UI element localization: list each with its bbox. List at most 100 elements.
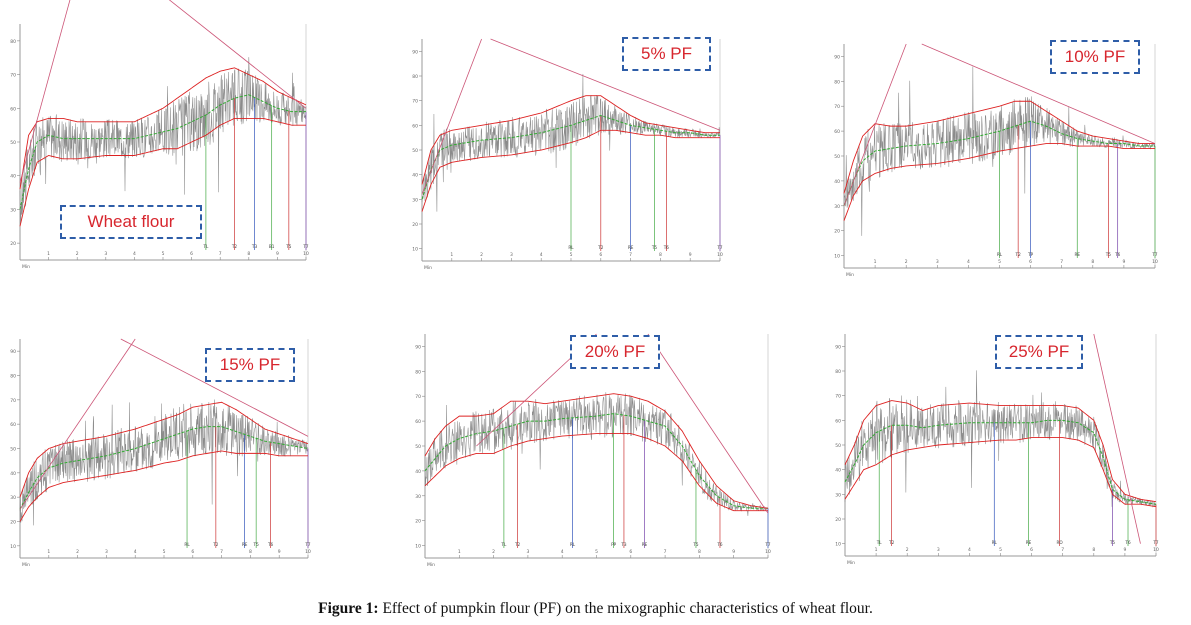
x-tick-label: 9	[278, 549, 281, 555]
time-mark-label: T5	[253, 542, 260, 547]
y-tick-label: 80	[415, 369, 421, 375]
y-tick-label: 90	[412, 49, 418, 55]
time-mark-label: T5	[1109, 540, 1116, 545]
x-tick-label: 5	[999, 547, 1002, 553]
slope-line	[19, 338, 136, 510]
y-tick-label: 10	[835, 542, 841, 548]
time-mark-label: T7	[302, 244, 309, 249]
y-tick-label: 70	[412, 99, 418, 105]
time-mark-label: T5	[651, 245, 658, 250]
y-tick-label: 10	[412, 247, 418, 253]
slope-line	[19, 0, 71, 183]
y-tick-label: 20	[835, 517, 841, 523]
raw-trace	[19, 399, 309, 526]
chart-panel-3: 10 20 30 40 50 60 70 80 90 1 2 3 4 5 6 7 8 9 10 Min RL T2 TP RE…	[832, 40, 1158, 290]
y-tick-label: 10	[834, 254, 840, 260]
x-tick-label: 6	[1030, 547, 1033, 553]
x-tick-label: 4	[540, 252, 543, 258]
x-tick-label: 4	[561, 549, 564, 555]
x-tick-label: 4	[968, 547, 971, 553]
time-mark-label: T6	[1124, 540, 1131, 545]
raw-trace	[421, 73, 721, 212]
time-mark-label: T7	[304, 542, 311, 547]
time-mark-label: T7	[764, 542, 771, 547]
chart-svg-6: 10 20 30 40 50 60 70 80 90 1 2 3 4 5 6 7 8 9 10 Min TL T2 RL RE…	[835, 333, 1159, 566]
y-tick-label: 20	[415, 519, 421, 525]
x-tick-label: 10	[1152, 259, 1158, 265]
x-tick-label: 1	[47, 251, 50, 257]
time-mark-label: RL	[568, 245, 574, 250]
time-mark-label: T2	[212, 542, 219, 547]
y-tick-label: 30	[412, 197, 418, 203]
x-tick-label: 7	[219, 251, 222, 257]
series-upper	[421, 95, 720, 185]
x-tick-label: 6	[629, 549, 632, 555]
chart-label-wheat-flour: Wheat flour	[60, 205, 202, 239]
chart-panel-6: 10 20 30 40 50 60 70 80 90 1 2 3 4 5 6 7 8 9 10 Min TL T2 RL RE…	[833, 330, 1159, 578]
x-tick-label: 1	[874, 259, 877, 265]
x-tick-label: 6	[599, 252, 602, 258]
x-tick-label: 7	[629, 252, 632, 258]
slope-line	[647, 333, 769, 514]
y-tick-label: 40	[10, 471, 16, 477]
time-mark-label: T2	[888, 540, 895, 545]
time-mark-label: RE	[242, 542, 248, 547]
x-tick-label: 9	[1122, 259, 1125, 265]
y-tick-label: 60	[834, 129, 840, 135]
slope-line	[843, 43, 907, 206]
x-tick-label: 10	[303, 251, 309, 257]
time-mark-label: RL	[992, 540, 998, 545]
y-tick-label: 40	[835, 468, 841, 474]
series-upper	[844, 400, 1157, 503]
time-mark-label: TP	[1027, 252, 1034, 257]
y-tick-label: 20	[10, 520, 16, 526]
time-mark-label: T6	[1114, 252, 1121, 257]
time-mark-label: T2	[514, 542, 521, 547]
time-mark-label: TL	[500, 542, 507, 547]
chart-panel-2: 10 20 30 40 50 60 70 80 90 1 2 3 4 5 6 7 8 9 10 Min RL T2 RE T5…	[410, 35, 723, 283]
x-tick-label: 1	[47, 549, 50, 555]
y-tick-label: 50	[834, 154, 840, 160]
x-tick-label: 5	[162, 251, 165, 257]
y-tick-label: 50	[415, 444, 421, 450]
x-tick-label: 1	[450, 252, 453, 258]
y-tick-label: 60	[412, 123, 418, 129]
y-tick-label: 90	[10, 349, 16, 355]
series-midline	[19, 426, 309, 510]
y-tick-label: 80	[835, 369, 841, 375]
chart-panel-4: 10 20 30 40 50 60 70 80 90 1 2 3 4 5 6 7 8 9 10 Min RL T2 RE T5…	[8, 335, 311, 580]
series-lower	[19, 450, 308, 522]
x-tick-label: 7	[1061, 547, 1064, 553]
y-tick-label: 10	[415, 544, 421, 550]
figure-caption: Figure 1: Effect of pumpkin flour (PF) o…	[0, 600, 1191, 618]
y-tick-label: 80	[10, 39, 16, 45]
x-tick-label: 3	[526, 549, 529, 555]
x-tick-label: 2	[905, 259, 908, 265]
chart-label-25pf: 25% PF	[995, 335, 1083, 369]
chart-label-5pf: 5% PF	[622, 37, 711, 71]
x-tick-label: 9	[1123, 547, 1126, 553]
time-mark-label: T7	[1152, 540, 1159, 545]
chart-svg-4: 10 20 30 40 50 60 70 80 90 1 2 3 4 5 6 7 8 9 10 Min RL T2 RE T5…	[10, 338, 311, 568]
figure-caption-text: Effect of pumpkin flour (PF) on the mixo…	[382, 600, 873, 617]
y-tick-label: 80	[10, 374, 16, 380]
x-tick-label: 3	[104, 251, 107, 257]
x-axis-label: Min	[22, 264, 30, 270]
x-tick-label: 5	[595, 549, 598, 555]
x-tick-label: 8	[659, 252, 662, 258]
y-tick-label: 20	[10, 241, 16, 247]
x-tick-label: 8	[1092, 547, 1095, 553]
chart-svg-5: 10 20 30 40 50 60 70 80 90 1 2 3 4 5 6 7 8 9 10 Min TL T2 RL PP…	[415, 333, 771, 568]
chart-label-20pf: 20% PF	[570, 335, 660, 369]
x-tick-label: 10	[717, 252, 723, 258]
x-tick-label: 3	[510, 252, 513, 258]
time-mark-label: T5	[285, 244, 292, 249]
y-tick-label: 90	[835, 344, 841, 350]
y-tick-label: 20	[412, 222, 418, 228]
x-tick-label: 5	[998, 259, 1001, 265]
chart-svg-3: 10 20 30 40 50 60 70 80 90 1 2 3 4 5 6 7 8 9 10 Min RL T2 TP RE…	[834, 43, 1158, 278]
time-mark-label: T7	[716, 245, 723, 250]
time-mark-label: T2	[1015, 252, 1022, 257]
x-tick-label: 2	[480, 252, 483, 258]
x-tick-label: 4	[133, 251, 136, 257]
